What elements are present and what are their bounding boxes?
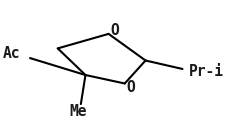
Text: O: O: [110, 23, 119, 38]
Text: Ac: Ac: [3, 46, 20, 61]
Text: Me: Me: [70, 104, 87, 119]
Text: O: O: [126, 80, 135, 95]
Text: Pr-i: Pr-i: [189, 64, 224, 79]
